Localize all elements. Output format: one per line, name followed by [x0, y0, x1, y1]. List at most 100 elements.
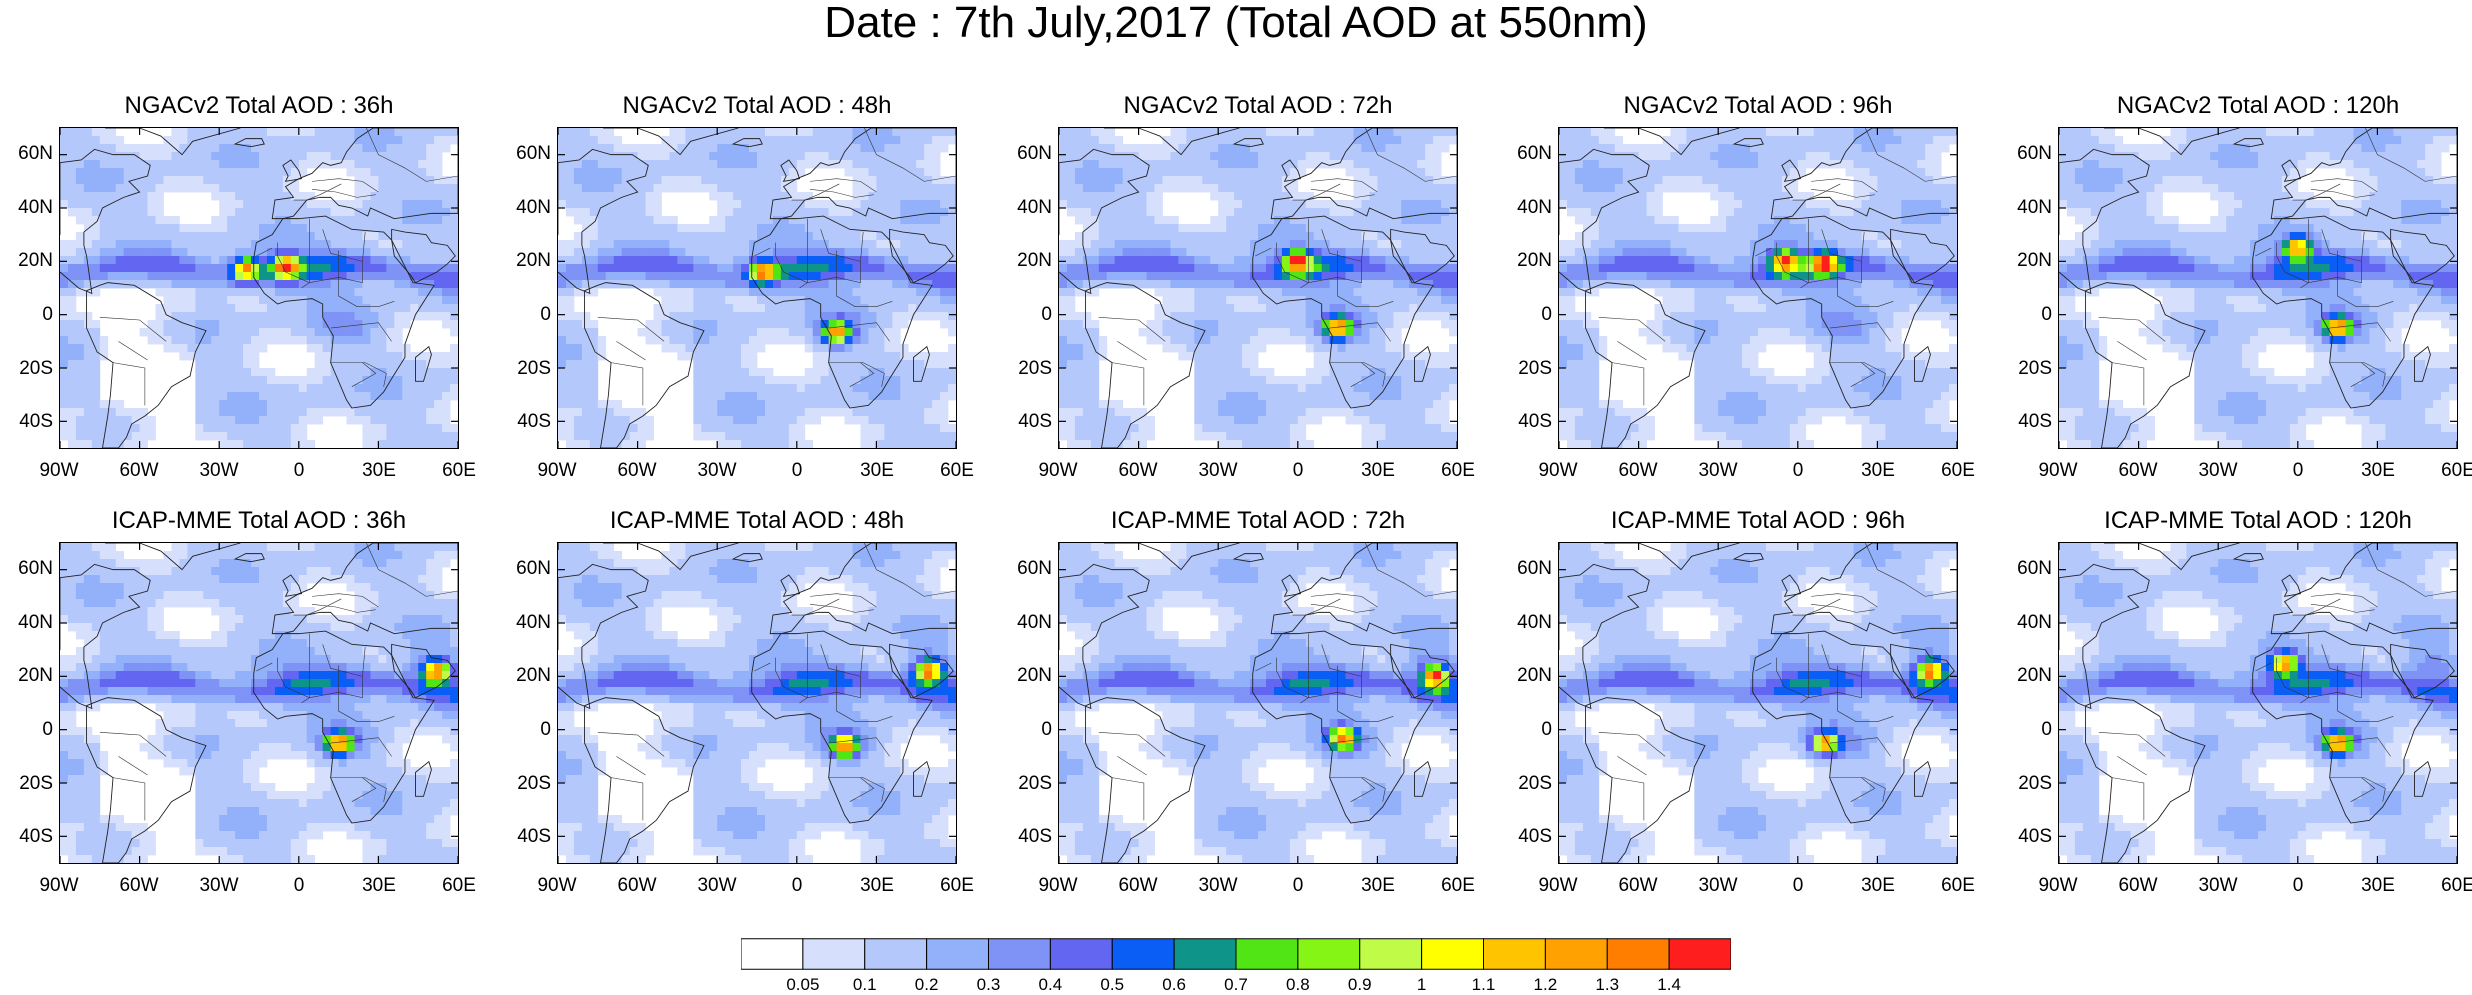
aod-cell	[605, 136, 615, 145]
aod-cell	[410, 216, 419, 225]
aod-cell	[1329, 232, 1338, 241]
aod-cell	[227, 232, 236, 241]
aod-cell	[219, 376, 228, 385]
aod-cell	[1122, 248, 1132, 257]
aod-cell	[1162, 312, 1171, 321]
map-panel: NGACv2 Total AOD : 48h	[557, 93, 957, 513]
aod-cell	[115, 160, 125, 169]
aod-cell	[227, 392, 236, 401]
aod-cell	[1369, 328, 1378, 337]
aod-cell	[796, 160, 806, 169]
aod-cell	[83, 280, 93, 289]
aod-cell	[1369, 288, 1378, 297]
aod-cell	[290, 216, 300, 225]
aod-cell	[924, 192, 933, 201]
aod-cell	[1178, 272, 1187, 281]
aod-cell	[402, 264, 411, 273]
aod-cell	[147, 432, 156, 441]
aod-cell	[1297, 192, 1307, 201]
aod-cell	[107, 400, 117, 409]
aod-cell	[251, 392, 260, 401]
aod-cell	[1321, 136, 1331, 145]
aod-cell	[1258, 160, 1267, 169]
aod-cell	[1154, 248, 1163, 257]
aod-cell	[1353, 392, 1362, 401]
aod-cell	[796, 144, 806, 153]
aod-cell	[1202, 136, 1211, 145]
aod-cell	[1377, 248, 1386, 257]
aod-cell	[274, 168, 284, 177]
aod-cell	[860, 232, 869, 241]
aod-cell	[876, 352, 885, 361]
aod-cell	[844, 400, 853, 409]
aod-cell	[1194, 304, 1203, 313]
aod-cell	[282, 224, 292, 233]
aod-cell	[1273, 376, 1283, 385]
aod-cell	[892, 240, 901, 249]
aod-cell	[75, 192, 85, 201]
aod-cell	[362, 440, 371, 448]
aod-cell	[266, 296, 276, 305]
aod-cell	[558, 144, 567, 153]
aod-cell	[1441, 376, 1450, 385]
aod-cell	[274, 176, 284, 185]
aod-cell	[1234, 200, 1243, 209]
aod-cell	[1321, 208, 1331, 217]
aod-cell	[1226, 192, 1235, 201]
aod-cell	[298, 432, 308, 441]
aod-cell	[868, 168, 877, 177]
aod-cell	[621, 168, 631, 177]
aod-cell	[597, 264, 607, 273]
aod-cell	[346, 328, 355, 337]
aod-cell	[948, 440, 956, 448]
aod-cell	[948, 360, 956, 369]
aod-cell	[290, 136, 300, 145]
aod-cell	[1281, 168, 1291, 177]
aod-cell	[1313, 344, 1323, 353]
aod-cell	[868, 184, 877, 193]
aod-cell	[1433, 288, 1442, 297]
aod-cell	[251, 328, 260, 337]
aod-cell	[709, 344, 718, 353]
aod-cell	[621, 232, 631, 241]
aod-cell	[852, 144, 861, 153]
aod-cell	[195, 128, 204, 137]
aod-cell	[235, 336, 244, 345]
aod-cell	[450, 328, 458, 337]
aod-cell	[701, 384, 710, 393]
aod-cell	[1074, 312, 1084, 321]
aod-cell	[573, 240, 583, 249]
aod-cell	[1250, 200, 1259, 209]
aod-cell	[852, 192, 861, 201]
aod-cell	[1337, 232, 1346, 241]
aod-cell	[1178, 128, 1187, 137]
aod-cell	[1409, 240, 1418, 249]
aod-cell	[1345, 264, 1354, 273]
aod-cell	[764, 144, 774, 153]
aod-cell	[629, 216, 638, 225]
aod-cell	[733, 152, 742, 161]
aod-cell	[1441, 240, 1450, 249]
aod-cell	[1321, 152, 1331, 161]
aod-cell	[163, 264, 172, 273]
aod-cell	[1273, 288, 1283, 297]
aod-cell	[677, 184, 686, 193]
aod-cell	[1210, 216, 1219, 225]
aod-cell	[1202, 224, 1211, 233]
aod-cell	[701, 424, 710, 433]
aod-cell	[1242, 312, 1251, 321]
aod-cell	[131, 160, 140, 169]
aod-cell	[685, 152, 694, 161]
aod-cell	[251, 440, 260, 448]
aod-cell	[892, 200, 901, 209]
aod-cell	[203, 328, 212, 337]
aod-cell	[709, 416, 718, 425]
aod-cell	[290, 264, 300, 273]
aod-cell	[1297, 168, 1307, 177]
aod-cell	[1377, 152, 1386, 161]
aod-cell	[1337, 368, 1346, 377]
aod-cell	[812, 344, 822, 353]
aod-cell	[804, 376, 814, 385]
aod-cell	[876, 416, 885, 425]
lon-tick-label: 30W	[199, 460, 239, 481]
